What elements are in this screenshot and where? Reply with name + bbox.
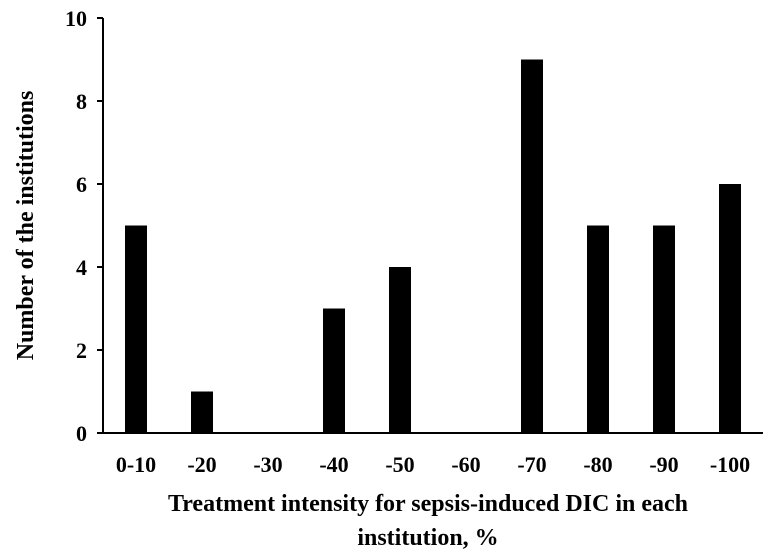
bar--80 (587, 225, 609, 433)
x-axis-ticks: 0-10 -20 -30 -40 -50 -60 -70 -80 -90 -100 (116, 452, 750, 477)
x-tick-label: -20 (187, 452, 216, 477)
bars-group (125, 59, 741, 433)
x-axis-title-line-1: Treatment intensity for sepsis-induced D… (168, 491, 688, 517)
bar--40 (323, 308, 345, 433)
bar--90 (653, 225, 675, 433)
bar--20 (191, 391, 213, 433)
x-tick-label: 0-10 (116, 452, 156, 477)
bar--50 (389, 267, 411, 433)
bar--70 (521, 59, 543, 433)
y-tick-label: 2 (76, 338, 87, 363)
x-tick-label: -60 (451, 452, 480, 477)
y-tick-label: 8 (76, 89, 87, 114)
x-tick-label: -80 (583, 452, 612, 477)
x-tick-label: -90 (649, 452, 678, 477)
x-axis-title-line-2: institution, % (357, 525, 498, 551)
x-tick-label: -30 (253, 452, 282, 477)
y-tick-label: 6 (76, 172, 87, 197)
x-tick-label: -70 (517, 452, 546, 477)
bar--100 (719, 184, 741, 433)
y-tick-label: 0 (76, 421, 87, 446)
x-tick-label: -40 (319, 452, 348, 477)
x-tick-label: -50 (385, 452, 414, 477)
y-axis-title: Number of the institutions (13, 91, 39, 361)
bar-0-10 (125, 225, 147, 433)
x-tick-label: -100 (710, 452, 750, 477)
y-tick-label: 10 (65, 6, 87, 31)
y-axis-ticks: 0 2 4 6 8 10 (65, 6, 103, 446)
y-tick-label: 4 (76, 255, 87, 280)
